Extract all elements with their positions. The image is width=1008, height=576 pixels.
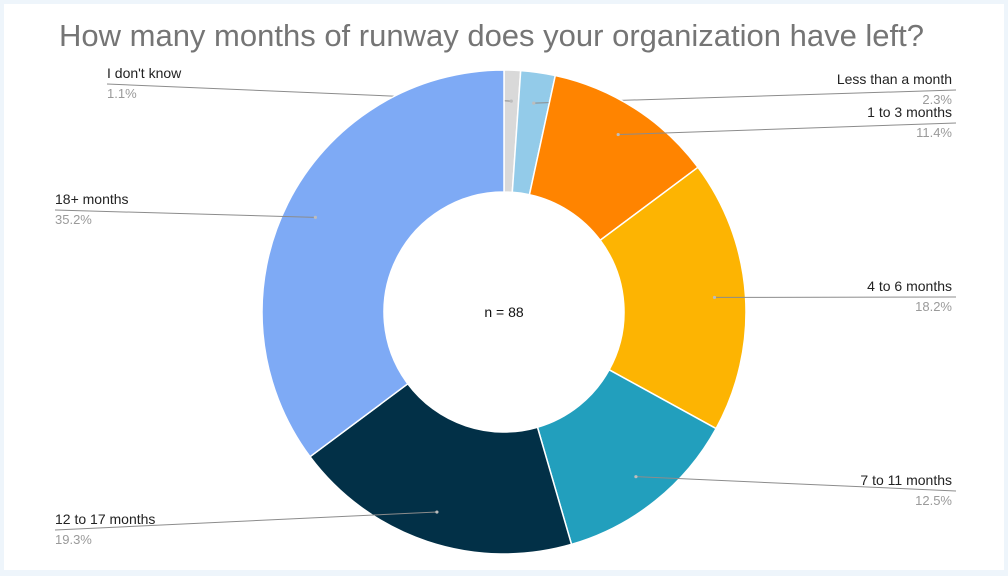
slice-4-to-6-months[interactable] bbox=[599, 166, 747, 430]
leader-line-1-to-3-months bbox=[618, 122, 957, 136]
label-18-months: 18+ months bbox=[55, 191, 129, 207]
percent-i-don-t-know: 1.1% bbox=[107, 86, 137, 101]
leader-line-18-months bbox=[54, 209, 316, 218]
center-label: n = 88 bbox=[484, 304, 524, 320]
percent-12-to-17-months: 19.3% bbox=[55, 532, 92, 547]
label-less-than-a-month: Less than a month bbox=[837, 71, 952, 87]
percent-4-to-6-months: 18.2% bbox=[915, 299, 952, 314]
leader-dot-7-to-11-months bbox=[634, 475, 638, 479]
label-i-don-t-know: I don't know bbox=[107, 65, 182, 81]
percent-less-than-a-month: 2.3% bbox=[922, 92, 952, 107]
leader-dot-i-don-t-know bbox=[509, 99, 513, 103]
leader-dot-12-to-17-months bbox=[435, 510, 439, 514]
percent-7-to-11-months: 12.5% bbox=[915, 493, 952, 508]
slice-18-months[interactable] bbox=[261, 69, 505, 458]
percent-18-months: 35.2% bbox=[55, 212, 92, 227]
leader-line-12-to-17-months bbox=[54, 511, 437, 531]
chart-title: How many months of runway does your orga… bbox=[59, 18, 925, 53]
leader-dot-1-to-3-months bbox=[616, 132, 620, 137]
percent-1-to-3-months: 11.4% bbox=[916, 125, 952, 140]
label-12-to-17-months: 12 to 17 months bbox=[55, 511, 155, 527]
donut-chart: I don't know 1.1% Less than a month 2.3%1 t… bbox=[54, 65, 957, 555]
leader-dot-less-than-a-month bbox=[532, 101, 536, 105]
leader-line-7-to-11-months bbox=[635, 476, 957, 492]
chart-frame: How many months of runway does your orga… bbox=[4, 4, 1004, 570]
slice-12-to-17-months[interactable] bbox=[308, 382, 573, 555]
label-1-to-3-months: 1 to 3 months bbox=[867, 104, 952, 120]
label-7-to-11-months: 7 to 11 months bbox=[860, 472, 952, 488]
leader-dot-18-months bbox=[313, 215, 317, 219]
label-4-to-6-months: 4 to 6 months bbox=[867, 278, 952, 294]
leader-dot-4-to-6-months bbox=[712, 295, 717, 300]
